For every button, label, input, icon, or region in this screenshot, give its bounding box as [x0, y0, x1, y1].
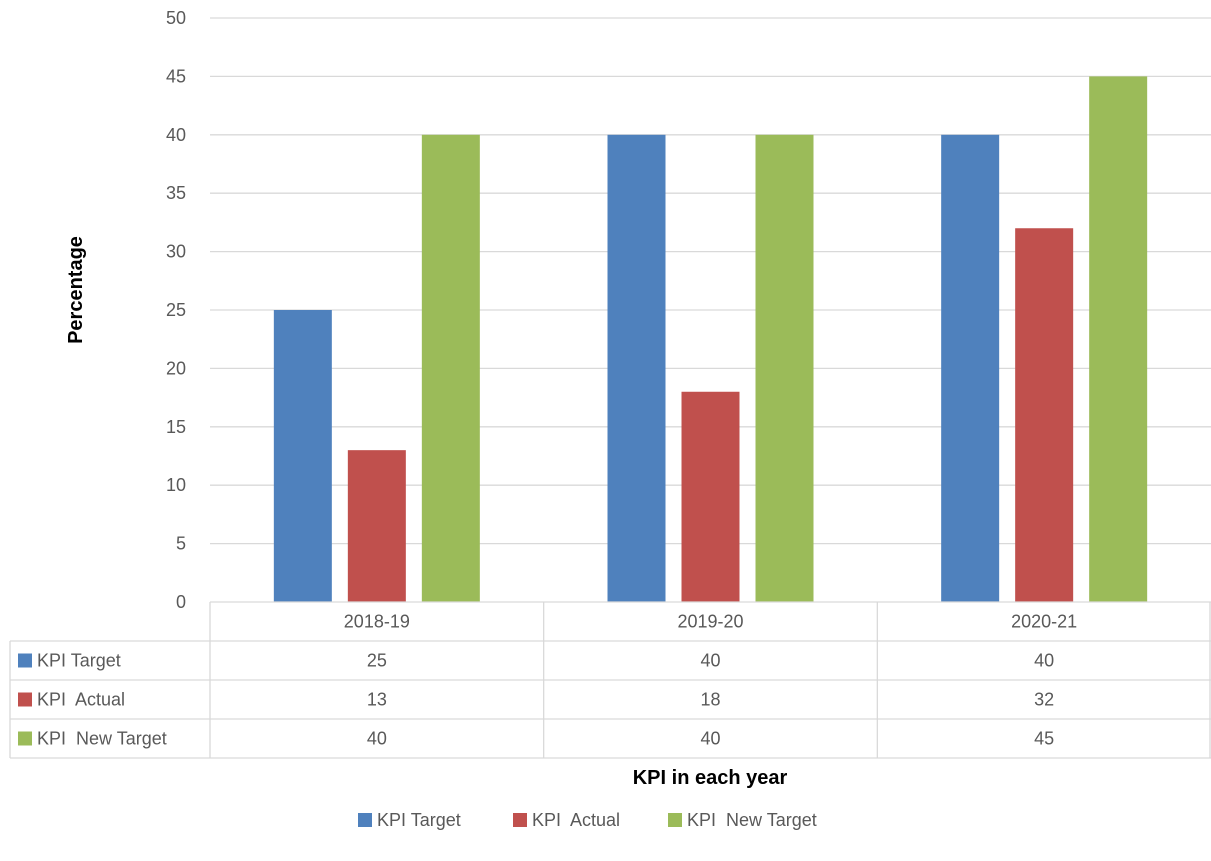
y-tick-label: 0 [176, 592, 186, 612]
y-tick-label: 15 [166, 417, 186, 437]
legend-label: KPI Target [377, 810, 461, 830]
legend-key [668, 813, 682, 827]
table-series-label: KPI Actual [37, 690, 125, 710]
legend-label: KPI New Target [687, 810, 817, 830]
y-tick-label: 40 [166, 125, 186, 145]
bar [755, 134, 814, 603]
table-value: 25 [367, 651, 387, 671]
y-tick-label: 45 [166, 66, 186, 86]
x-category-label: 2019-20 [677, 612, 743, 632]
table-value: 32 [1034, 690, 1054, 710]
bar [681, 391, 740, 602]
legend-key [513, 813, 527, 827]
legend-label: KPI Actual [532, 810, 620, 830]
bar [1089, 76, 1148, 602]
bar [421, 134, 480, 603]
y-tick-label: 10 [166, 475, 186, 495]
table-value: 40 [700, 729, 720, 749]
table-legend-key [18, 731, 32, 746]
table-series-label: KPI Target [37, 651, 121, 671]
y-axis-title: Percentage [65, 236, 87, 344]
y-tick-label: 50 [166, 8, 186, 28]
bar [1015, 228, 1074, 603]
table-legend-key [18, 653, 32, 668]
y-tick-label: 35 [166, 183, 186, 203]
table-value: 13 [367, 690, 387, 710]
bars [273, 76, 1148, 603]
bar [607, 134, 666, 603]
y-axis-tick-labels: 0 5 10 15 20 25 30 35 40 45 50 [166, 8, 186, 612]
table-legend-key [18, 692, 32, 707]
y-tick-label: 5 [176, 534, 186, 554]
bar [941, 134, 1000, 603]
bar [347, 450, 406, 602]
legend: KPI Target KPI Actual KPI New Target [358, 810, 817, 830]
table-value: 45 [1034, 729, 1054, 749]
x-category-label: 2018-19 [344, 612, 410, 632]
legend-key [358, 813, 372, 827]
y-tick-label: 30 [166, 242, 186, 262]
x-category-label: 2020-21 [1011, 612, 1077, 632]
table-value: 18 [700, 690, 720, 710]
table-value: 40 [700, 651, 720, 671]
table-series-label: KPI New Target [37, 729, 167, 749]
y-tick-label: 20 [166, 358, 186, 378]
table-value: 40 [367, 729, 387, 749]
x-axis-title: KPI in each year [633, 767, 788, 789]
table-value: 40 [1034, 651, 1054, 671]
data-table: 2018-19 2019-20 2020-21 KPI Target 25 40 40 KPI… [9, 601, 1211, 759]
bar [273, 310, 332, 602]
y-tick-label: 25 [166, 300, 186, 320]
